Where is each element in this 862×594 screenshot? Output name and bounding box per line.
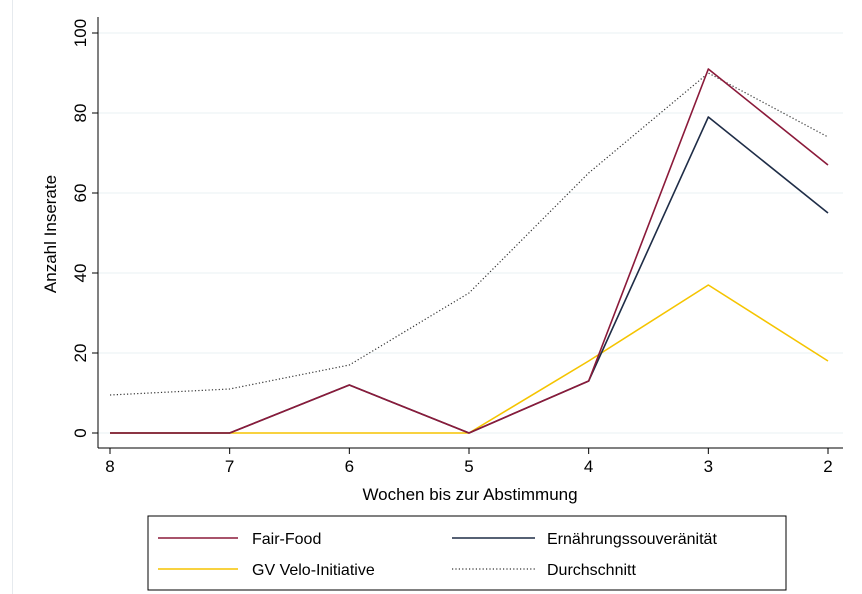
axes: 0 20 40 60 80 100 8 7 6 5 4 3 2 [71,17,843,476]
legend: Fair-Food Ernährungssouveränität GV Velo-I… [147,515,787,591]
y-tick-label: 40 [71,264,90,283]
x-tick-label: 7 [225,457,234,476]
x-tick-label: 8 [105,457,114,476]
legend-label: GV Velo-Initiative [252,562,375,579]
legend-label: Durchschnitt [547,562,636,579]
x-tick-label: 5 [464,457,473,476]
x-tick-label: 6 [345,457,354,476]
x-tick-label: 2 [823,457,832,476]
series-lines [109,68,829,434]
x-axis-title: Wochen bis zur Abstimmung [362,485,577,504]
series-line-gv-velo-initiative [110,284,829,434]
legend-box [147,515,787,591]
chart-frame [12,0,862,594]
legend-label: Fair-Food [252,531,321,548]
x-tick-label: 4 [584,457,593,476]
series-line-durchschnitt [109,72,829,396]
y-axis-title: Anzahl Inserate [41,175,60,293]
series-line-fair-food [110,68,829,434]
x-tick-label: 3 [704,457,713,476]
y-tick-label: 20 [71,344,90,363]
y-tick-label: 100 [71,19,90,47]
legend-label: Ernährungssouveränität [547,531,717,548]
y-tick-label: 60 [71,184,90,203]
gridlines [98,32,843,434]
y-tick-label: 80 [71,104,90,123]
y-tick-label: 0 [71,428,90,437]
series-line-ern-hrungssouver-nit-t [110,116,829,434]
